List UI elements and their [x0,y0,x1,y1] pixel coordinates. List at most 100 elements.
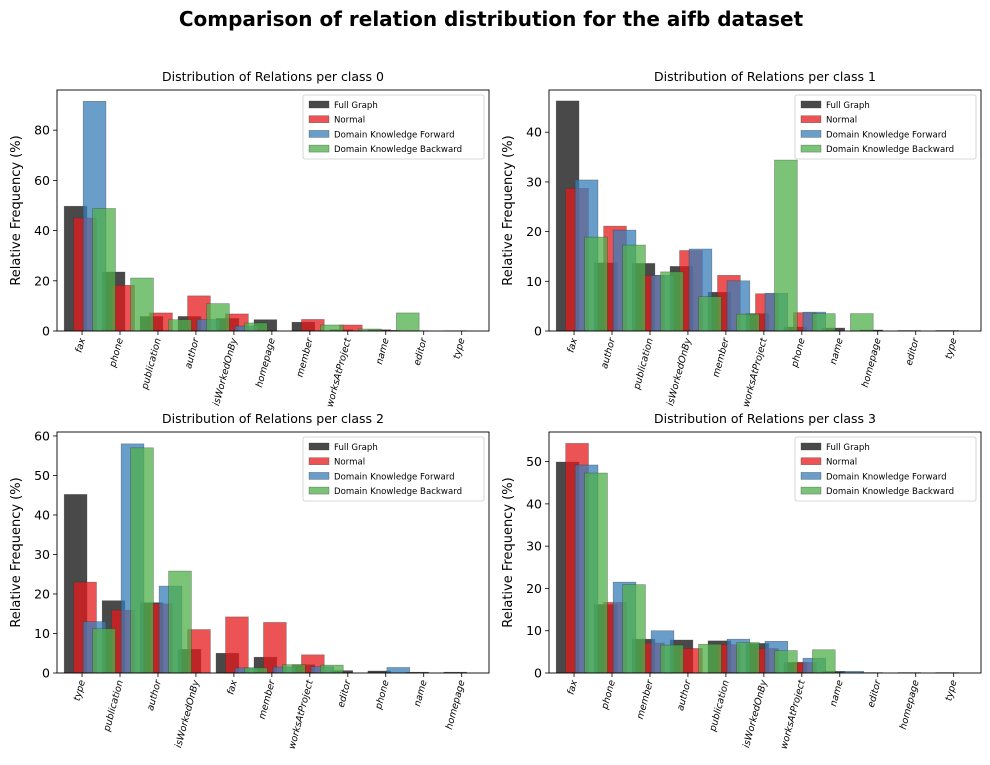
x-tick-label: isWorkedOnBy [211,337,240,408]
x-tick-label: author [675,678,694,712]
y-tick-label: 30 [526,174,542,189]
axes-frame [548,89,982,332]
bar-domain-knowledge-backward [622,584,646,674]
bar-domain-knowledge-backward [812,313,836,332]
bar-domain-knowledge-backward [244,322,268,332]
legend-box [302,436,485,502]
bar-domain-knowledge-backward [396,312,420,332]
x-tick-label: member [295,336,316,379]
chart-panel-1: Distribution of Relations per class 1 Rel… [501,69,982,409]
x-tick-label: name [828,337,846,366]
y-tick-label: 20 [526,224,542,239]
bar-domain-knowledge-backward [812,649,836,674]
y-tick-label: 30 [34,547,50,562]
legend-label: Normal [826,458,857,468]
bar-domain-knowledge-backward [698,296,722,332]
figure-title: Comparison of relation distribution for … [179,7,804,31]
legend-label: Full Graph [826,443,870,453]
y-axis-label: Relative Frequency (%) [9,135,24,285]
legend-label: Domain Knowledge Forward [334,472,455,482]
bar-domain-knowledge-backward [92,208,116,332]
legend: Full Graph Normal Domain Knowledge Forward… [794,94,977,160]
y-tick-label: 20 [34,273,50,288]
legend-swatch [308,100,330,109]
legend-label: Domain Knowledge Forward [826,130,947,140]
x-tick-label: fax [225,679,240,696]
legend: Full Graph Normal Domain Knowledge Forward… [302,94,485,160]
legend-label: Normal [334,458,365,468]
x-tick-label: type [943,679,959,702]
y-tick-label: 40 [526,496,542,511]
x-tick-label: name [412,679,430,708]
y-tick-label: 50 [526,454,542,469]
y-tick-label: 60 [34,428,50,443]
x-tick-label: phone [373,679,392,712]
y-axis-label: Relative Frequency (%) [501,135,516,285]
x-tick-label: author [145,678,164,712]
bar-domain-knowledge-backward [584,472,608,674]
bar-domain-knowledge-forward [386,667,410,674]
legend-label: Domain Knowledge Forward [826,472,947,482]
bar-domain-knowledge-backward [320,324,344,332]
y-tick-label: 40 [34,223,50,238]
y-tick-label: 20 [526,581,542,596]
x-tick-label: worksAtProject [779,678,808,751]
panel-title: Distribution of Relations per class 0 [162,69,384,84]
bar-domain-knowledge-backward [774,159,798,332]
x-tick-label: editor [866,678,884,709]
legend-swatch [800,115,822,123]
y-tick-label: 10 [526,274,542,289]
chart-panel-3: Distribution of Relations per class 3 Rel… [501,411,982,751]
x-tick-label: homepage [898,679,922,731]
y-tick-label: 0 [42,666,50,681]
legend-swatch [800,457,822,466]
bar-domain-knowledge-backward [168,319,192,332]
legend-label: Domain Knowledge Backward [334,145,462,155]
legend-swatch [800,472,822,480]
legend-label: Domain Knowledge Forward [334,130,455,140]
x-tick-label: worksAtProject [741,336,770,409]
y-tick-label: 10 [526,623,542,638]
bar-domain-knowledge-backward [206,303,230,332]
x-tick-label: type [451,337,467,360]
legend-label: Full Graph [334,443,378,453]
x-tick-label: fax [565,337,580,354]
legend-box [794,436,977,502]
x-tick-label: isWorkedOnBy [173,679,202,750]
bar-domain-knowledge-backward [850,313,874,332]
x-tick-label: homepage [254,337,278,389]
legend-swatch [800,100,822,109]
bar-domain-knowledge-backward [736,313,760,332]
x-tick-label: homepage [860,337,884,389]
x-tick-label: publication [139,337,164,392]
x-tick-label: phone [599,679,618,712]
panel-title: Distribution of Relations per class 2 [162,411,384,426]
x-tick-label: worksAtProject [325,336,354,409]
axes-frame [548,431,982,674]
legend-swatch [800,144,822,153]
x-tick-label: name [374,337,392,366]
legend-swatch [308,144,330,153]
bar-domain-knowledge-backward [584,236,608,332]
x-tick-label: homepage [444,679,468,731]
legend: Full Graph Normal Domain Knowledge Forward… [302,436,485,502]
panel-title: Distribution of Relations per class 1 [654,69,876,84]
y-tick-label: 40 [526,125,542,140]
y-tick-label: 0 [534,666,542,681]
y-tick-label: 10 [34,626,50,641]
bar-normal [225,616,249,674]
legend-swatch [308,130,330,138]
y-tick-label: 40 [34,507,50,522]
legend-label: Domain Knowledge Backward [826,487,954,497]
legend-label: Domain Knowledge Backward [334,487,462,497]
bar-domain-knowledge-backward [168,570,192,674]
bar-domain-knowledge-backward [660,271,684,332]
bar-domain-knowledge-backward [282,664,306,674]
x-tick-label: worksAtProject [287,678,316,751]
legend-label: Normal [826,116,857,126]
x-tick-label: fax [73,337,88,354]
x-tick-label: phone [789,337,808,370]
legend: Full Graph Normal Domain Knowledge Forward… [794,436,977,502]
legend-swatch [800,442,822,451]
x-tick-label: member [635,678,656,721]
